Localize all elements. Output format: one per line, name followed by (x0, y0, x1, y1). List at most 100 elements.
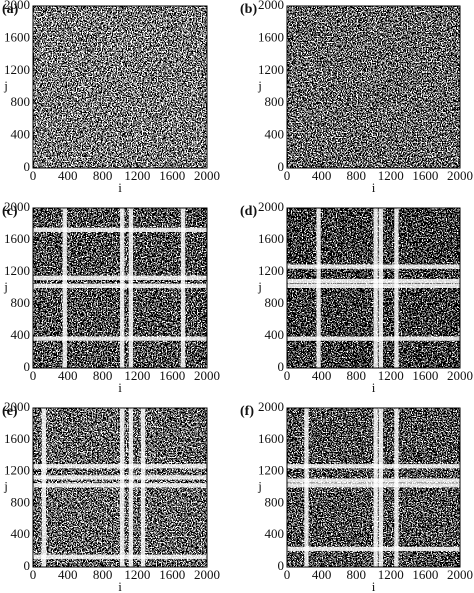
white-band (287, 278, 460, 284)
y-tick-label: 800 (265, 494, 285, 509)
x-tick-label: 1200 (124, 168, 150, 183)
x-tick-label: 0 (284, 168, 291, 183)
y-tick-label: 800 (11, 494, 31, 509)
x-axis-label: i (118, 180, 122, 195)
y-axis-label: j (3, 279, 8, 294)
x-tick-label: 1200 (124, 368, 150, 383)
x-axis-label: i (372, 180, 376, 195)
y-tick-label: 1600 (258, 29, 284, 44)
x-tick-label: 2000 (194, 567, 220, 582)
y-tick-label: 1600 (4, 431, 30, 446)
panel-label: (c) (2, 204, 18, 219)
y-tick-label: 400 (265, 526, 285, 541)
x-tick-label: 1200 (124, 567, 150, 582)
panel-label: (e) (2, 404, 18, 419)
x-tick-label: 1200 (378, 567, 404, 582)
y-tick-label: 800 (265, 295, 285, 310)
white-band (128, 208, 134, 368)
recurrence-texture (33, 6, 207, 168)
white-band (140, 408, 146, 567)
y-tick-label: 0 (24, 558, 31, 573)
white-band (128, 408, 134, 567)
x-tick-label: 0 (30, 567, 37, 582)
x-tick-label: 800 (93, 168, 113, 183)
white-band (394, 208, 399, 368)
y-tick-label: 400 (11, 526, 31, 541)
white-band (378, 208, 384, 368)
x-tick-label: 800 (346, 368, 366, 383)
y-tick-label: 0 (278, 558, 285, 573)
y-tick-label: 0 (24, 359, 31, 374)
panel-label: (d) (240, 204, 257, 219)
x-tick-label: 1600 (412, 368, 438, 383)
y-tick-label: 2000 (4, 199, 30, 214)
y-tick-label: 0 (278, 159, 285, 174)
x-tick-label: 1600 (159, 567, 185, 582)
x-tick-label: 400 (312, 567, 332, 582)
white-band (287, 283, 460, 288)
y-tick-label: 0 (278, 359, 285, 374)
x-tick-label: 1600 (412, 168, 438, 183)
y-tick-label: 400 (11, 127, 31, 142)
recurrence-texture (287, 6, 460, 168)
x-tick-label: 0 (30, 168, 37, 183)
y-tick-label: 1600 (4, 29, 30, 44)
x-tick-label: 1600 (159, 168, 185, 183)
x-axis-label: i (372, 380, 376, 395)
y-tick-label: 800 (11, 295, 31, 310)
white-band (33, 464, 207, 469)
y-tick-label: 1200 (4, 62, 30, 77)
y-axis-label: j (3, 78, 8, 93)
y-tick-label: 2000 (258, 199, 284, 214)
plot-frame (32, 5, 208, 169)
y-tick-label: 0 (24, 159, 31, 174)
panel-label: (f) (240, 404, 254, 419)
y-axis-label: j (257, 478, 262, 493)
x-tick-label: 800 (93, 368, 113, 383)
x-tick-label: 2000 (447, 567, 473, 582)
y-tick-label: 1200 (258, 62, 284, 77)
x-tick-label: 400 (312, 168, 332, 183)
panel-label: (a) (2, 2, 19, 17)
x-axis-label: i (118, 380, 122, 395)
x-tick-label: 1200 (378, 368, 404, 383)
x-axis-label: i (372, 579, 376, 593)
y-tick-label: 2000 (4, 0, 30, 12)
x-tick-label: 400 (312, 368, 332, 383)
plot-frame (32, 207, 208, 369)
y-tick-label: 800 (265, 94, 285, 109)
x-tick-label: 800 (346, 168, 366, 183)
y-tick-label: 1600 (4, 231, 30, 246)
y-tick-label: 2000 (258, 399, 284, 414)
plot-frame (286, 407, 461, 568)
x-tick-label: 2000 (447, 368, 473, 383)
white-band (378, 408, 384, 567)
white-band (33, 283, 207, 288)
plot-frame (32, 407, 208, 568)
x-tick-label: 0 (30, 368, 37, 383)
plot-frame (286, 207, 461, 369)
x-tick-label: 1200 (378, 168, 404, 183)
y-axis-label: j (257, 279, 262, 294)
y-tick-label: 2000 (258, 0, 284, 12)
x-tick-label: 800 (346, 567, 366, 582)
y-tick-label: 400 (265, 127, 285, 142)
x-tick-label: 2000 (194, 368, 220, 383)
panel-label: (b) (240, 2, 257, 17)
x-tick-label: 2000 (194, 168, 220, 183)
x-tick-label: 400 (58, 168, 78, 183)
white-band (287, 478, 460, 483)
y-axis-label: j (257, 78, 262, 93)
y-tick-label: 1200 (4, 263, 30, 278)
y-tick-label: 2000 (4, 399, 30, 414)
white-band (287, 483, 460, 488)
x-tick-label: 0 (284, 368, 291, 383)
white-band (394, 408, 399, 567)
white-band (33, 275, 207, 280)
white-band (287, 464, 460, 469)
y-axis-label: j (3, 478, 8, 493)
y-tick-label: 1600 (258, 431, 284, 446)
x-tick-label: 1600 (412, 567, 438, 582)
y-tick-label: 1200 (258, 463, 284, 478)
